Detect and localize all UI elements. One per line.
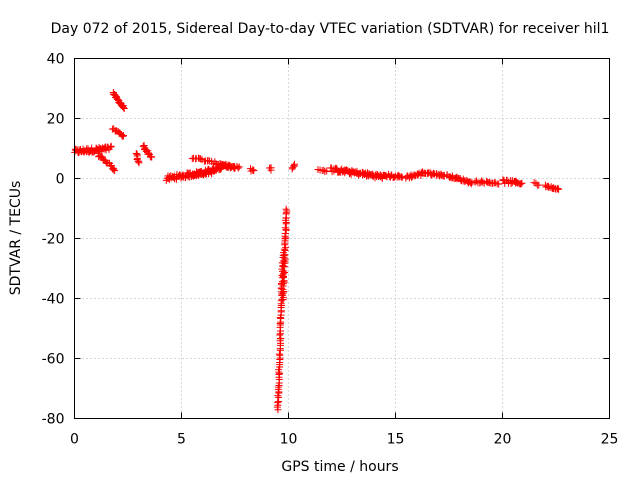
y-tick-label: -40 — [42, 292, 65, 308]
data-point — [276, 331, 284, 339]
data-point — [555, 185, 563, 193]
x-axis-label: GPS time / hours — [281, 459, 398, 475]
data-point — [119, 104, 127, 112]
x-tick-label: 20 — [494, 432, 512, 448]
data-point — [102, 158, 110, 166]
data-point — [290, 162, 298, 170]
axis-ticks — [74, 58, 610, 419]
data-point — [135, 159, 143, 167]
data-point — [471, 178, 479, 186]
y-axis-label: SDTVAR / TECUs — [8, 181, 24, 296]
data-point — [516, 180, 524, 188]
y-tick-label: -80 — [42, 412, 65, 428]
x-tick-label: 25 — [601, 432, 619, 448]
data-point — [274, 383, 282, 391]
data-point — [120, 105, 128, 113]
data-point — [281, 268, 289, 276]
data-point — [267, 164, 275, 172]
data-point — [554, 184, 562, 192]
data-point — [518, 179, 526, 187]
tick-labels: 0 5 10 15 20 25 -80 -60 -40 -20 0 20 40 — [42, 52, 619, 448]
data-point — [134, 157, 142, 165]
y-tick-label: 40 — [47, 52, 65, 68]
data-point — [482, 177, 490, 185]
data-point — [320, 166, 328, 174]
grid-lines — [74, 58, 610, 419]
data-point — [535, 181, 543, 189]
data-point — [107, 142, 115, 150]
data-point — [110, 166, 118, 174]
data-point — [197, 155, 205, 163]
data-point — [111, 167, 119, 175]
data-point — [97, 152, 105, 160]
data-point — [145, 149, 153, 157]
data-point — [398, 173, 406, 181]
data-point — [495, 180, 503, 188]
data-points — [71, 88, 563, 414]
data-point — [276, 370, 284, 378]
data-point — [491, 179, 499, 187]
data-point — [282, 244, 290, 252]
data-point — [283, 207, 291, 215]
data-point — [171, 175, 179, 183]
chart-title: Day 072 of 2015, Sidereal Day-to-day VTE… — [51, 21, 610, 37]
data-point — [281, 224, 289, 232]
y-tick-label: 20 — [47, 112, 65, 128]
x-tick-label: 5 — [177, 432, 186, 448]
data-point — [274, 399, 282, 407]
y-tick-label: 0 — [56, 172, 65, 188]
data-point — [467, 180, 475, 188]
data-point — [275, 350, 283, 358]
data-point — [323, 167, 331, 175]
data-point — [343, 166, 351, 174]
data-point — [398, 173, 406, 181]
x-tick-label: 15 — [387, 432, 405, 448]
x-tick-label: 10 — [280, 432, 298, 448]
data-point — [107, 143, 115, 151]
data-point — [282, 205, 290, 213]
data-point — [235, 163, 243, 171]
y-tick-label: -60 — [42, 352, 65, 368]
data-point — [98, 153, 106, 161]
data-point — [250, 166, 258, 174]
data-point — [280, 277, 288, 285]
data-point — [291, 160, 299, 168]
data-point — [119, 132, 127, 140]
x-tick-label: 0 — [70, 432, 79, 448]
data-point — [234, 164, 242, 172]
y-tick-label: -20 — [42, 232, 65, 248]
data-point — [148, 153, 156, 161]
